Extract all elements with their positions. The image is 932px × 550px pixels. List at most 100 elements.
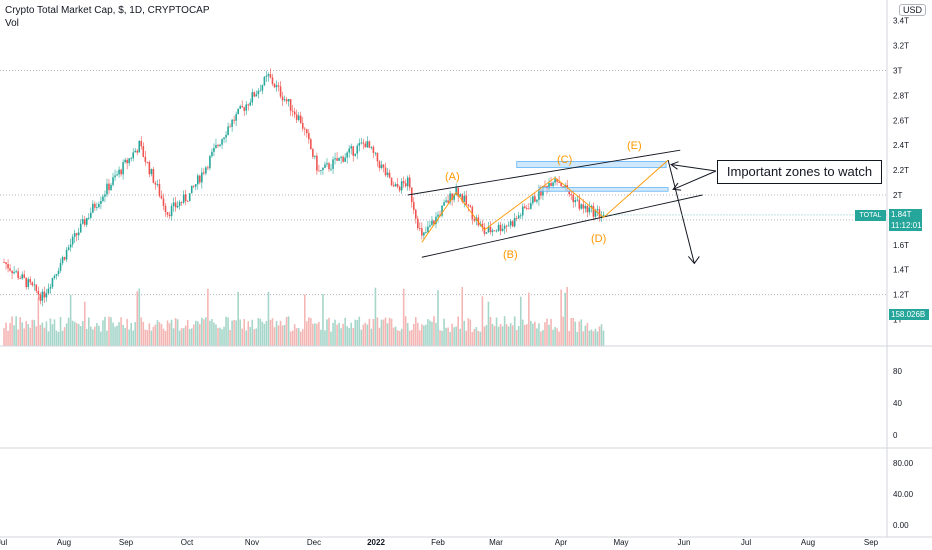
wave-e-label: (E) [627,140,642,152]
volume-badge: 158.026B [889,309,929,320]
candle-body [69,244,72,248]
candle-body [340,156,342,158]
candle-body [247,104,250,106]
candle-body [85,217,88,225]
candle-body [433,220,435,225]
candle-body [81,219,84,224]
candle-body [271,77,274,84]
candle-body [493,230,496,232]
sub2-tick-label: 80.00 [893,459,914,468]
candle-body [550,183,552,187]
volume-bar [15,316,17,346]
volume-bar [578,321,581,346]
volume-bar [441,330,443,346]
volume-bar [410,329,413,346]
volume-bar [273,327,276,346]
volume-bar [259,318,262,346]
candle-body [384,167,387,176]
volume-bar [247,321,250,346]
volume-bar [207,288,209,346]
volume-bar [180,328,183,346]
candle-body [152,169,155,183]
candle-body [328,163,330,170]
candle-body [182,194,185,203]
candle-body [324,164,326,168]
volume-bar [299,331,302,346]
candle-body [536,199,538,202]
volume-bar [487,301,490,346]
candle-body [25,277,28,288]
volume-bar [166,320,169,346]
volume-bar [128,329,130,346]
x-tick-label: 2022 [367,538,385,547]
volume-bar [592,331,595,346]
volume-bar [566,287,568,346]
candle-body [27,279,30,288]
volume-bar [263,323,266,346]
candle-body [586,205,589,213]
chart-title: Crypto Total Market Cap, $, 1D, CRYPTOCA… [5,5,210,16]
volume-bar [126,318,128,346]
candle-body [289,99,292,111]
candle-body [305,129,308,134]
candle-body [281,96,284,101]
channel-upper-line [407,149,681,196]
volume-bar [459,328,462,346]
volume-bar [239,319,241,346]
volume-bar [186,320,189,346]
important-zones-callout[interactable]: Important zones to watch [717,160,882,184]
candle-body [457,187,459,197]
x-tick-label: Nov [245,538,259,547]
candle-body [67,247,70,250]
volume-bar [150,330,153,346]
volume-bar [57,331,60,346]
currency-button[interactable]: USD [899,4,927,16]
candle-body [122,162,124,175]
candle-body [376,152,379,162]
volume-bar [396,330,399,346]
candle-body [509,221,512,226]
volume-bar [29,327,32,346]
candle-body [364,143,367,148]
volume-bars [3,287,605,346]
volume-bar [374,287,377,346]
candle-body [29,279,32,283]
volume-bar [201,317,203,346]
volume-bar [554,327,556,346]
candle-body [241,106,244,108]
volume-bar [110,317,112,346]
volume-bar [485,325,488,346]
volume-bar [243,319,246,346]
candle-body [423,232,425,236]
candle-body [225,134,227,138]
candle-body [49,287,52,289]
candle-body [584,205,587,209]
volume-bar [17,329,19,346]
candle-body [582,204,585,209]
candle-body [534,196,536,202]
x-tick-label: Apr [555,538,568,547]
volume-bar [211,319,213,346]
volume-bar [477,330,480,346]
candle-body [372,146,375,153]
wave-b-label: (B) [503,249,518,261]
volume-bar [570,318,573,346]
candle-body [489,226,492,233]
candle-body [429,225,431,227]
elliott-wave-path [421,159,669,243]
sub2-tick-label: 40.00 [893,490,914,499]
candle-body [558,181,560,183]
watch-zone [538,187,669,192]
candle-body [124,159,126,163]
candle-body [172,202,175,207]
volume-bar [481,296,484,346]
candle-body [392,185,395,187]
symbol-badge: TOTAL [855,210,886,221]
candle-body [233,119,235,121]
volume-bar [489,317,492,346]
candle-body [366,141,369,148]
volume-bar [346,326,348,346]
candle-body [65,249,68,260]
